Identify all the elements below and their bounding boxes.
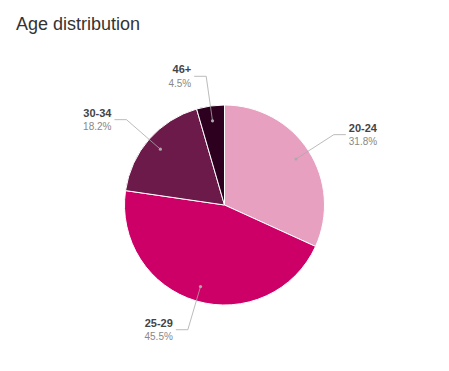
leader-dot [159, 148, 162, 151]
slice-label: 25-29 45.5% [144, 285, 202, 342]
category-label: 20-24 [349, 122, 378, 134]
slice-label: 30-34 18.2% [83, 107, 162, 151]
leader-line [176, 287, 201, 330]
leader-dot [211, 119, 214, 122]
value-label: 18.2% [83, 121, 111, 132]
category-label: 30-34 [83, 107, 112, 119]
leader-dot [199, 285, 202, 288]
leader-dot [294, 157, 297, 160]
category-label: 46+ [173, 63, 192, 75]
pie-slice [124, 191, 315, 305]
slice-label: 46+ 4.5% [168, 63, 214, 122]
slice-label: 20-24 31.8% [294, 122, 377, 161]
pie-slice [197, 105, 225, 205]
value-label: 31.8% [349, 136, 377, 147]
leader-line [114, 120, 160, 150]
chart: Age distribution 20-24 31.8% 25-29 45.5% 30-3… [0, 0, 449, 371]
pie: 20-24 31.8% 25-29 45.5% 30-34 18.2% 46+ 4.5% [83, 63, 378, 342]
leader-line [194, 76, 212, 121]
value-label: 4.5% [168, 78, 191, 89]
leader-line [296, 135, 346, 159]
title: Age distribution [16, 14, 140, 34]
category-label: 25-29 [145, 317, 173, 329]
value-label: 45.5% [144, 331, 172, 342]
